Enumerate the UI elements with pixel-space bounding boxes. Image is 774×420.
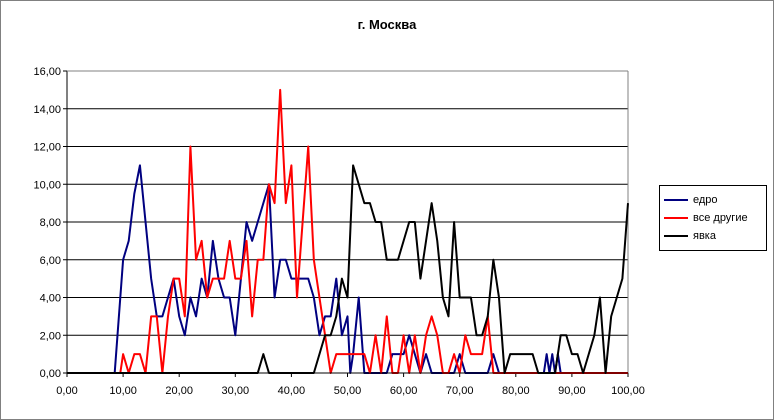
x-tick-label: 50,00 [334,385,362,397]
x-tick-label: 10,00 [109,385,137,397]
y-tick-label: 16,00 [33,66,61,78]
x-tick-label: 90,00 [558,385,586,397]
legend-item-turnout: явка [664,229,716,243]
legend-label: все другие [693,212,748,224]
series-line-0 [67,164,628,374]
legend-item-others: все другие [664,211,748,225]
legend-item-edro: едро [664,193,718,207]
x-tick-label: 40,00 [278,385,306,397]
y-tick-label: 8,00 [40,217,61,229]
legend-swatch [664,235,688,237]
x-tick-label: 100,00 [611,385,645,397]
x-tick-label: 20,00 [165,385,193,397]
legend-swatch [664,217,688,219]
x-tick-label: 0,00 [56,385,77,397]
series-line-1 [67,88,628,374]
series-line-2 [67,164,629,374]
x-tick-label: 80,00 [502,385,530,397]
x-tick-label: 70,00 [446,385,474,397]
legend-label: явка [693,230,716,242]
y-tick-label: 6,00 [40,255,61,267]
chart-title: г. Москва [357,17,417,32]
legend-label: едро [693,194,718,206]
y-tick-label: 4,00 [40,293,61,305]
y-tick-label: 0,00 [40,368,61,380]
y-tick-label: 12,00 [33,142,61,154]
legend: едро все другие явка [659,185,767,251]
y-tick-label: 2,00 [40,330,61,342]
legend-swatch [664,199,688,201]
y-tick-label: 10,00 [33,179,61,191]
x-tick-label: 30,00 [222,385,250,397]
y-tick-label: 14,00 [33,104,61,116]
x-tick-label: 60,00 [390,385,418,397]
